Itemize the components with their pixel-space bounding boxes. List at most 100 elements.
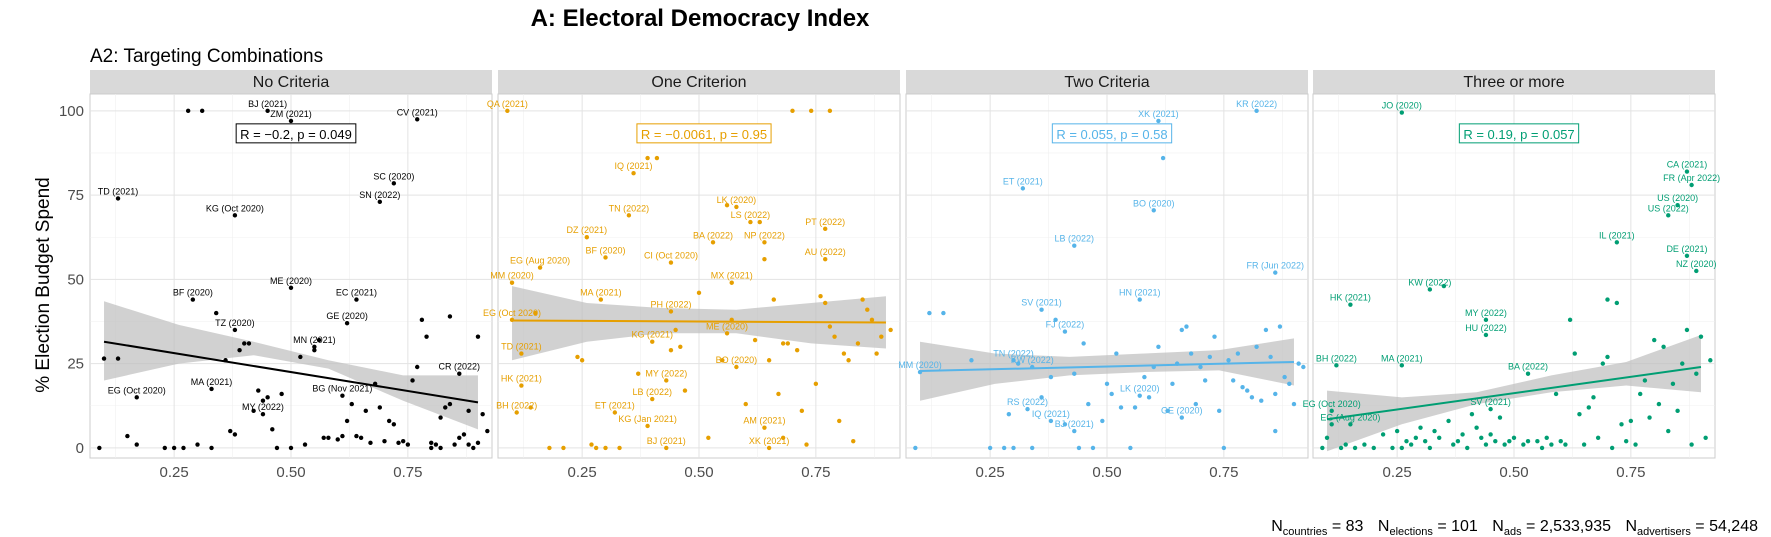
data-point — [410, 378, 415, 383]
data-point — [1053, 317, 1058, 323]
data-point — [1661, 344, 1666, 349]
data-point — [808, 108, 814, 114]
data-point — [424, 334, 429, 339]
correlation-p: p = 0.057 — [1520, 127, 1575, 142]
y-tick-label: 100 — [59, 103, 84, 120]
point-label: EG (Oct 2020) — [108, 385, 166, 395]
labeled-data-point — [190, 297, 196, 302]
data-point — [433, 442, 439, 447]
data-point — [466, 442, 471, 447]
correlation-text: R = −0.2, p = 0.049 — [240, 127, 352, 142]
data-point — [1165, 408, 1170, 414]
data-point — [1207, 354, 1213, 360]
data-point — [1202, 378, 1208, 383]
labeled-data-point — [1329, 408, 1334, 414]
point-label: US (2022) — [1648, 203, 1689, 213]
data-point — [645, 155, 650, 161]
labeled-data-point — [766, 445, 772, 451]
labeled-data-point — [631, 171, 636, 176]
data-point — [232, 432, 238, 437]
data-point — [1586, 405, 1591, 410]
data-point — [1521, 442, 1526, 447]
data-point — [1343, 442, 1348, 447]
y-axis-label: % Election Budget Spend — [33, 177, 54, 393]
data-point — [1539, 445, 1545, 451]
labeled-data-point — [115, 196, 121, 201]
data-point — [251, 408, 256, 414]
data-point — [1170, 381, 1175, 387]
strip-background — [906, 70, 1308, 94]
data-point — [1469, 411, 1475, 417]
point-label: BJ (2021) — [248, 99, 287, 109]
data-point — [1030, 445, 1035, 451]
figure-subtitle: A2: Targeting Combinations — [90, 46, 323, 67]
labeled-data-point — [260, 411, 266, 417]
data-point — [1273, 428, 1278, 434]
correlation-p: p = 0.95 — [720, 127, 767, 142]
labeled-data-point — [1048, 418, 1054, 424]
data-point — [1628, 418, 1634, 424]
x-tick-label: 0.75 — [1616, 464, 1645, 481]
y-tick-label: 50 — [67, 271, 84, 288]
point-label: SV (2021) — [1021, 298, 1062, 308]
data-point — [386, 418, 392, 424]
data-point — [1535, 438, 1540, 444]
data-point — [415, 364, 420, 370]
data-point — [1081, 341, 1086, 346]
labeled-data-point — [1156, 118, 1161, 124]
data-point — [1572, 351, 1577, 356]
y-tick-label: 75 — [67, 187, 84, 204]
labeled-data-point — [1689, 182, 1694, 188]
data-point — [823, 300, 828, 306]
data-point — [181, 445, 186, 451]
data-point — [452, 442, 457, 447]
data-point — [888, 327, 893, 333]
point-label: ET (2021) — [1003, 176, 1043, 186]
point-label: LS (2022) — [731, 210, 771, 220]
strip-background — [90, 70, 492, 94]
data-point — [696, 290, 702, 296]
labeled-data-point — [917, 369, 923, 375]
data-point — [1100, 418, 1105, 424]
point-label: US (2020) — [1657, 193, 1698, 203]
data-point — [260, 398, 266, 403]
data-point — [1231, 378, 1236, 383]
labeled-data-point — [1666, 213, 1671, 218]
point-label: NZ (2020) — [1676, 259, 1717, 269]
point-label: MY (2022) — [645, 368, 687, 378]
data-point — [321, 435, 326, 440]
data-point — [1544, 435, 1549, 440]
data-point — [579, 358, 585, 363]
labeled-data-point — [598, 297, 604, 302]
data-point — [1680, 361, 1685, 366]
strip-label: Three or more — [1463, 74, 1564, 91]
point-label: HU (2022) — [1465, 323, 1507, 333]
point-label: HK (2021) — [1330, 293, 1371, 303]
labeled-data-point — [1427, 287, 1433, 292]
data-point — [340, 433, 345, 439]
point-label: BG (Nov 2021) — [312, 384, 372, 394]
labeled-data-point — [724, 331, 730, 336]
data-point — [841, 351, 847, 356]
point-label: BA (2022) — [693, 230, 733, 240]
labeled-data-point — [1179, 415, 1184, 420]
panel-1: One Criterion 0.25 0.50 0.75 QA (2021) IQ (20… — [483, 70, 901, 481]
point-label: TN (2022) — [609, 203, 650, 213]
point-label: SN (2022) — [359, 190, 400, 200]
n-elections-value: = 101 — [1433, 518, 1478, 535]
labeled-data-point — [1254, 108, 1259, 114]
point-label: TD (2021) — [98, 186, 139, 196]
data-point — [1254, 344, 1259, 349]
data-point — [115, 356, 121, 361]
point-label: AM (2021) — [743, 416, 785, 426]
correlation-p: p = 0.049 — [297, 127, 352, 142]
labeled-data-point — [650, 339, 655, 344]
point-label: ET (2021) — [595, 401, 635, 411]
point-label: IQ (2021) — [1032, 409, 1070, 419]
point-label: PT (2022) — [805, 217, 845, 227]
n-countries-value: = 83 — [1327, 518, 1363, 535]
point-label: BJ (2021) — [1055, 419, 1094, 429]
point-label: EC (2021) — [336, 288, 377, 298]
point-label: ME (2020) — [706, 321, 748, 331]
